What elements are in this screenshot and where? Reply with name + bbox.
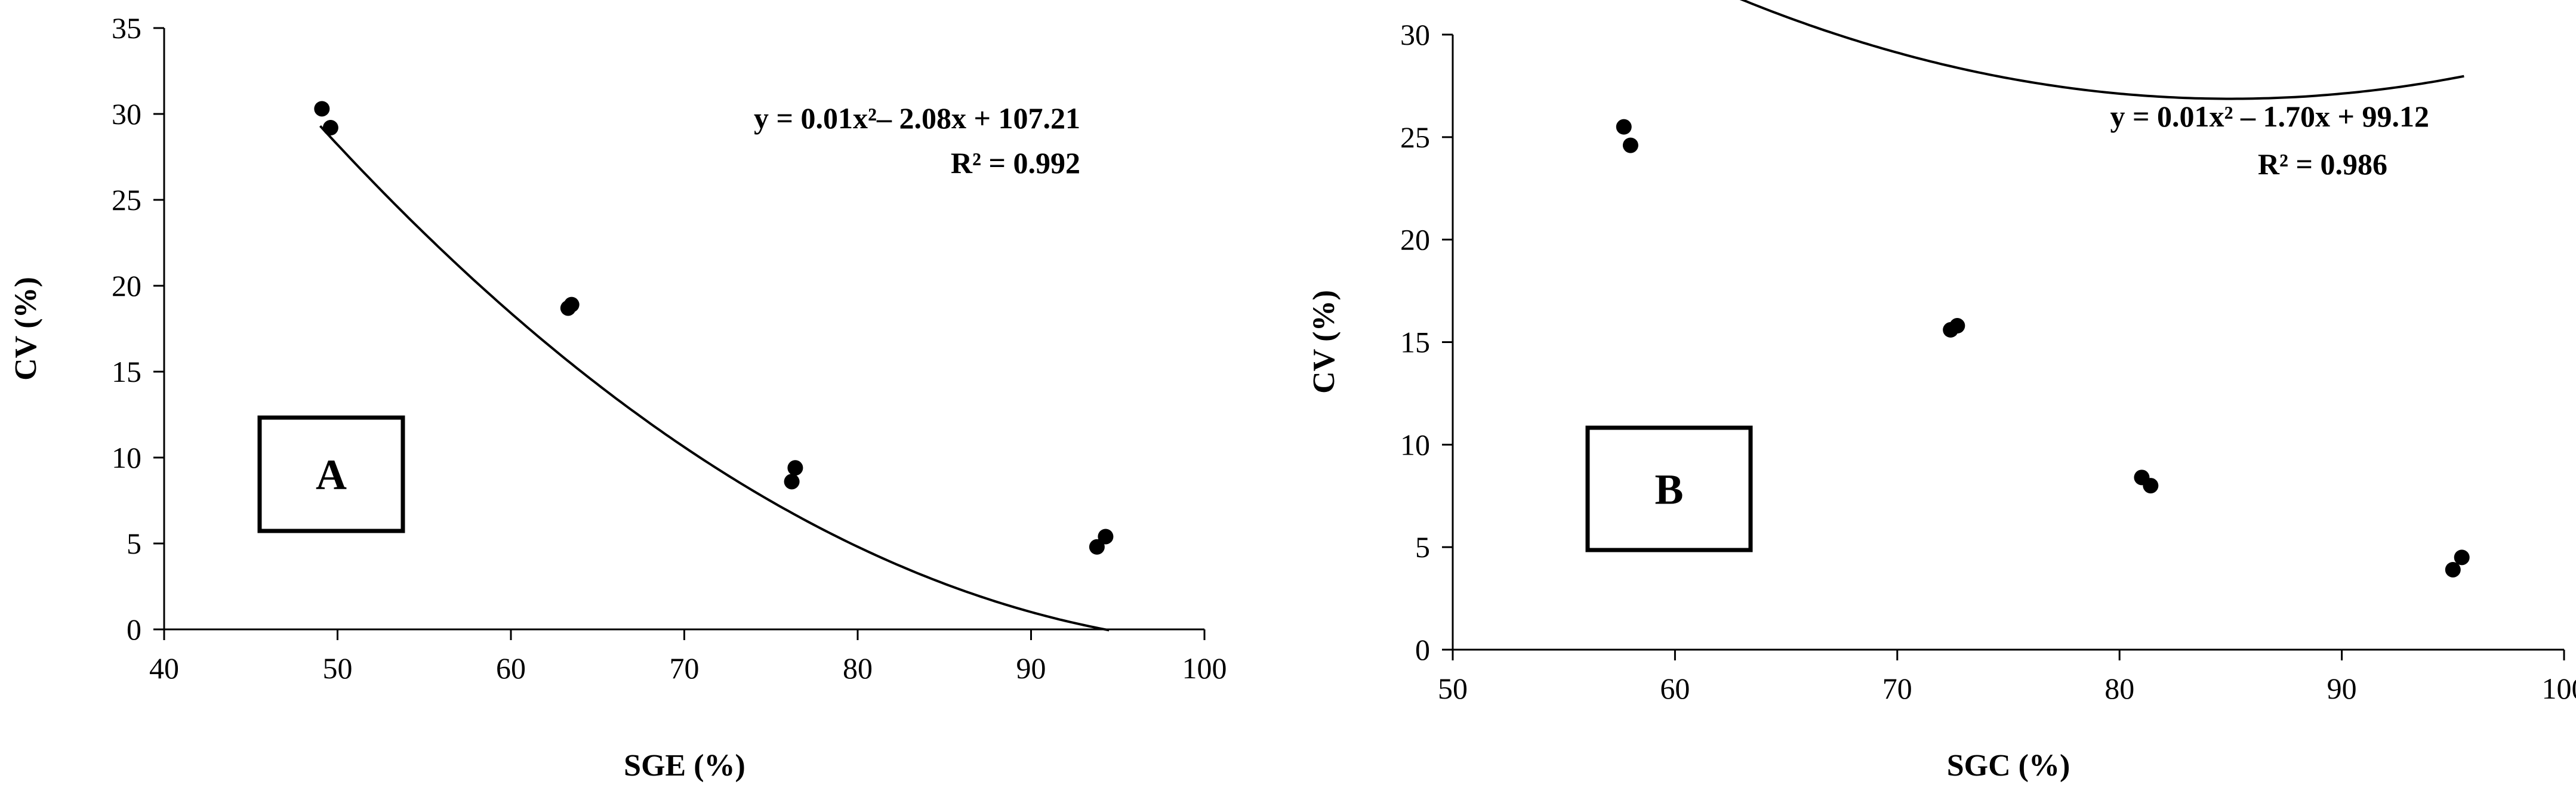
chart-panel-b: 0 5 10 15 20 25 30 50 60 70 80 90 100 SGC (%) CV (%) y …	[1307, 0, 2576, 783]
trendline	[1619, 0, 2464, 99]
y-tick-label: 5	[1415, 530, 1430, 564]
data-point	[1098, 529, 1113, 544]
data-point	[1949, 318, 1965, 333]
data-point	[2454, 549, 2470, 565]
data-point	[784, 474, 800, 489]
data-point	[314, 101, 329, 116]
y-tick-label: 20	[112, 269, 141, 302]
y-tick-label: 25	[112, 183, 141, 217]
y-tick-label: 0	[1415, 633, 1430, 666]
x-tick-label: 50	[1438, 672, 1468, 705]
x-tick-label: 90	[1016, 651, 1046, 685]
y-tick-label: 20	[1400, 223, 1430, 257]
y-tick-label: 35	[112, 11, 141, 45]
x-tick-label: 80	[843, 651, 873, 685]
trendline	[321, 126, 1110, 630]
x-tick-label: 100	[2542, 672, 2576, 705]
x-tick-label: 70	[1882, 672, 1912, 705]
r-squared-label: R² = 0.986	[2258, 147, 2387, 181]
y-tick-label: 10	[112, 441, 141, 474]
x-axis-title: SGE (%)	[624, 749, 745, 783]
panel-label: B	[1654, 466, 1683, 514]
x-tick-label: 60	[1660, 672, 1690, 705]
y-tick-label: 25	[1400, 121, 1430, 154]
y-axis-title: CV (%)	[1307, 290, 1341, 394]
y-axis-title: CV (%)	[9, 277, 43, 381]
chart-panel-a: 0 5 10 15 20 25 30 35 40 50 60 70 80 90 100 SGE (%) CV (…	[9, 11, 1227, 783]
y-tick-label: 30	[1400, 18, 1430, 51]
data-point	[564, 297, 580, 313]
data-point	[787, 460, 803, 475]
y-tick-label: 15	[112, 355, 141, 388]
x-tick-label: 60	[496, 651, 526, 685]
data-point	[1616, 119, 1632, 135]
x-tick-label: 70	[670, 651, 700, 685]
x-axis-title: SGC (%)	[1947, 749, 2070, 783]
panel-label: A	[316, 451, 347, 499]
regression-equation: y = 0.01x²– 2.08x + 107.21	[754, 101, 1080, 135]
y-tick-label: 30	[112, 97, 141, 131]
x-tick-label: 50	[323, 651, 353, 685]
x-tick-label: 100	[1182, 651, 1227, 685]
x-tick-label: 40	[149, 651, 179, 685]
y-tick-label: 10	[1400, 428, 1430, 461]
data-point	[2143, 478, 2158, 493]
data-point	[1623, 138, 1638, 153]
y-tick-label: 15	[1400, 326, 1430, 359]
regression-equation: y = 0.01x² – 1.70x + 99.12	[2110, 100, 2429, 133]
y-tick-label: 0	[127, 613, 141, 646]
r-squared-label: R² = 0.992	[951, 146, 1080, 180]
x-tick-label: 80	[2104, 672, 2134, 705]
y-tick-label: 5	[127, 527, 141, 560]
data-point	[323, 120, 338, 135]
x-tick-label: 90	[2327, 672, 2357, 705]
